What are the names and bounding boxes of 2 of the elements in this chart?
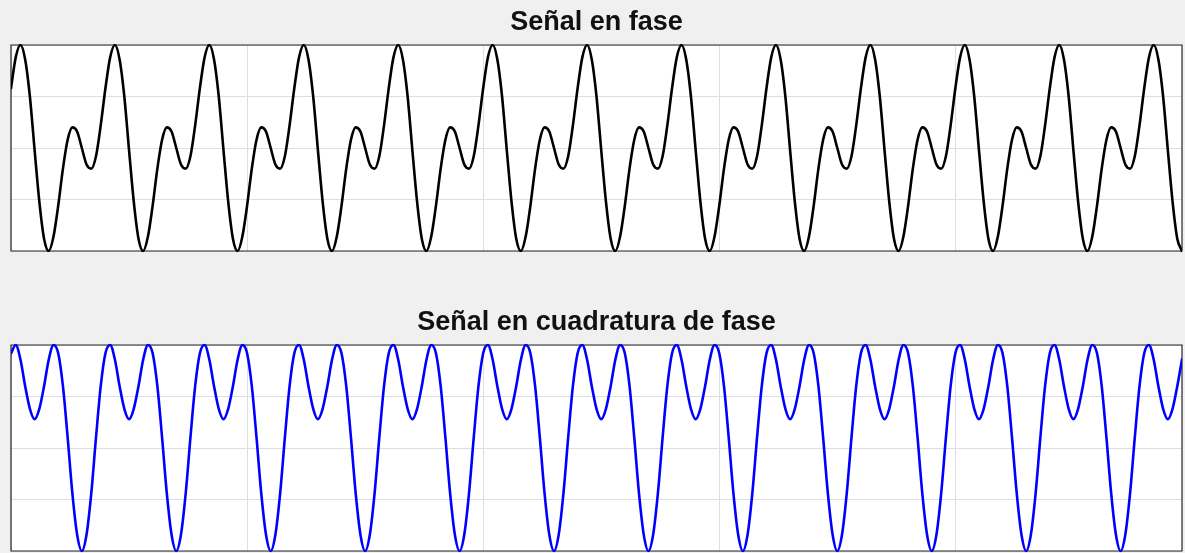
chart-title: Señal en cuadratura de fase xyxy=(417,305,776,336)
chart-title: Señal en fase xyxy=(510,5,683,36)
